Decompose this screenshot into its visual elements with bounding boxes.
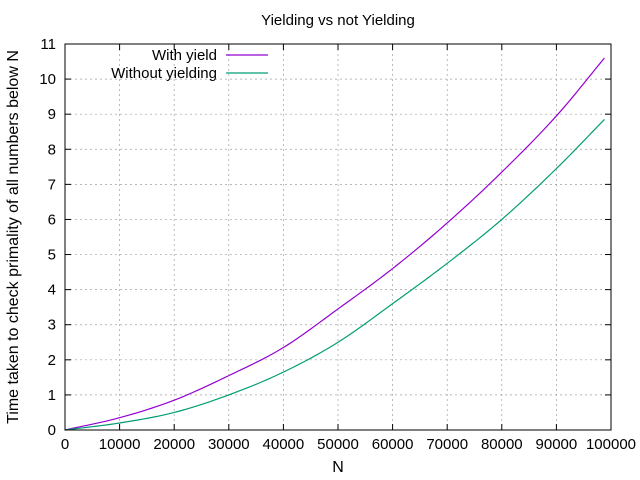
x-tick-label: 100000 (586, 436, 636, 453)
series-line-without-yielding (64, 119, 605, 431)
x-tick-label: 0 (61, 436, 69, 453)
legend-label: Without yielding (111, 65, 217, 82)
y-tick-label: 10 (39, 71, 56, 88)
x-axis-title: N (332, 459, 344, 476)
x-tick-label: 60000 (372, 436, 414, 453)
y-tick-label: 8 (48, 141, 56, 158)
y-tick-label: 4 (48, 282, 56, 299)
y-tick-label: 7 (48, 176, 56, 193)
y-tick-label: 3 (48, 317, 56, 334)
x-tick-label: 20000 (153, 436, 195, 453)
x-tick-label: 10000 (99, 436, 141, 453)
y-tick-label: 5 (48, 247, 56, 264)
y-tick-label: 9 (48, 106, 56, 123)
x-tick-label: 90000 (536, 436, 578, 453)
y-axis-title: Time taken to check primality of all num… (5, 50, 22, 424)
y-tick-label: 6 (48, 211, 56, 228)
x-tick-label: 80000 (481, 436, 523, 453)
legend-label: With yield (152, 47, 217, 64)
chart-title: Yielding vs not Yielding (261, 12, 415, 29)
y-tick-label: 1 (48, 387, 56, 404)
y-tick-labels: 0 1 2 3 4 5 6 7 8 9 10 11 (39, 36, 56, 439)
y-tick-label: 0 (48, 422, 56, 439)
axis-ticks (64, 43, 612, 431)
series-group (64, 57, 605, 431)
x-tick-label: 40000 (263, 436, 305, 453)
y-tick-label: 2 (48, 352, 56, 369)
x-tick-label: 30000 (208, 436, 250, 453)
plot-frame (64, 43, 612, 431)
x-tick-label: 50000 (317, 436, 359, 453)
series-line-with-yield (64, 57, 605, 431)
grid (65, 44, 611, 430)
y-tick-label: 11 (40, 36, 56, 53)
x-tick-labels: 0 10000 20000 30000 40000 50000 60000 70000 8000… (61, 436, 636, 453)
x-tick-label: 70000 (426, 436, 468, 453)
